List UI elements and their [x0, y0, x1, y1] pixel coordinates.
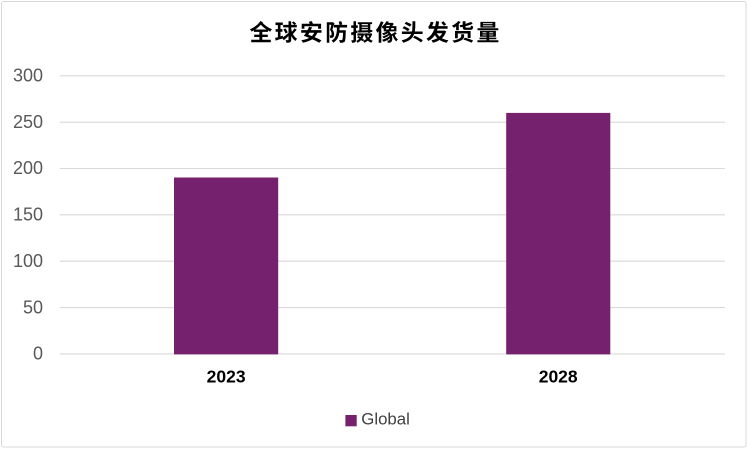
svg-text:50: 50: [23, 297, 43, 317]
svg-text:150: 150: [13, 205, 43, 225]
svg-text:2023: 2023: [207, 367, 246, 387]
svg-text:250: 250: [13, 112, 43, 132]
svg-text:0: 0: [33, 344, 43, 364]
svg-text:200: 200: [13, 158, 43, 178]
svg-text:100: 100: [13, 251, 43, 271]
svg-text:2028: 2028: [539, 367, 578, 387]
svg-text:Global: Global: [361, 409, 410, 428]
svg-text:300: 300: [13, 66, 43, 86]
